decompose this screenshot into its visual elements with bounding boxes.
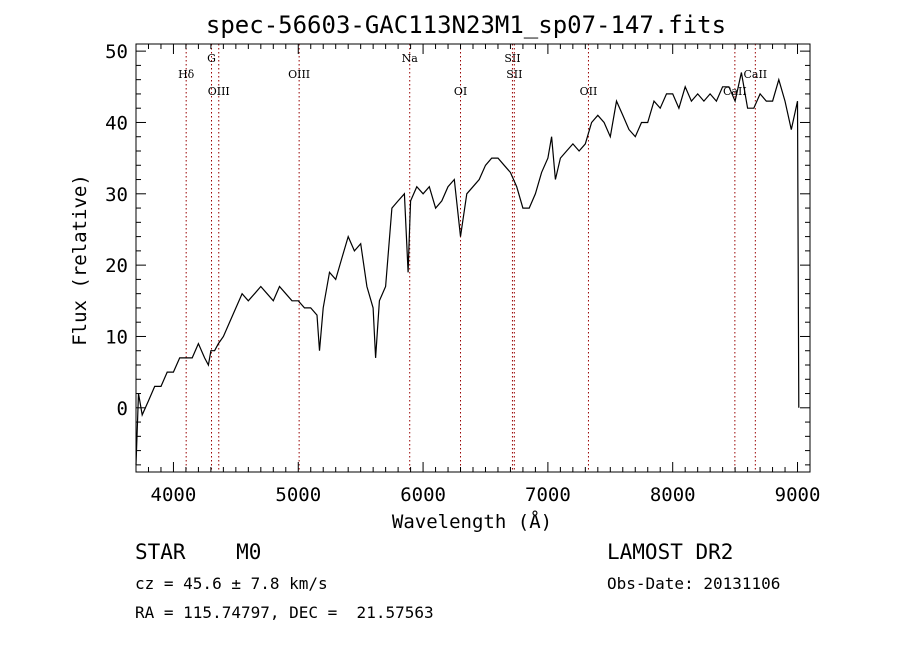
x-axis: 4000 5000 6000 7000 8000 9000 (135, 44, 821, 506)
y-axis-label: Flux (relative) (69, 174, 91, 346)
spectral-line-label: OIII (208, 85, 230, 98)
x-tick-label: 7000 (525, 484, 571, 506)
spectral-line-label: SII (504, 52, 520, 65)
y-tick-label: 50 (105, 41, 128, 63)
y-axis: 0 10 20 30 40 50 (105, 41, 810, 466)
spectral-line-label: Hδ (178, 68, 195, 81)
y-tick-label: 0 (117, 398, 128, 420)
y-tick-label: 30 (105, 184, 128, 206)
spectral-line-label: OIII (288, 68, 310, 81)
x-tick-label: 4000 (151, 484, 197, 506)
spectral-line-label: OI (454, 85, 467, 98)
x-tick-label: 5000 (275, 484, 321, 506)
redshift-velocity: cz = 45.6 ± 7.8 km/s (135, 574, 328, 593)
spectrum-chart: spec-56603-GAC113N23M1_sp07-147.fits Hδ G… (69, 11, 821, 533)
chart-title: spec-56603-GAC113N23M1_sp07-147.fits (206, 11, 726, 39)
y-tick-label: 40 (105, 112, 128, 134)
y-tick-label: 20 (105, 255, 128, 277)
x-tick-label: 9000 (775, 484, 821, 506)
survey-name: LAMOST DR2 (607, 540, 734, 564)
spectral-line-label: OII (580, 85, 598, 98)
spectral-line-label: SII (506, 68, 522, 81)
spectrum-series (135, 72, 800, 465)
y-tick-label: 10 (105, 326, 128, 348)
x-tick-label: 8000 (650, 484, 696, 506)
observation-date: Obs-Date: 20131106 (607, 574, 781, 593)
x-tick-label: 6000 (400, 484, 446, 506)
spectral-line-label: Na (402, 52, 419, 65)
plot-frame (135, 43, 811, 473)
x-axis-label: Wavelength (Å) (392, 510, 552, 533)
spectral-line-label: G (207, 52, 216, 65)
spectral-line-label: CaII (743, 68, 767, 81)
object-class: STAR M0 (135, 540, 262, 564)
coordinates: RA = 115.74797, DEC = 21.57563 (135, 603, 434, 622)
